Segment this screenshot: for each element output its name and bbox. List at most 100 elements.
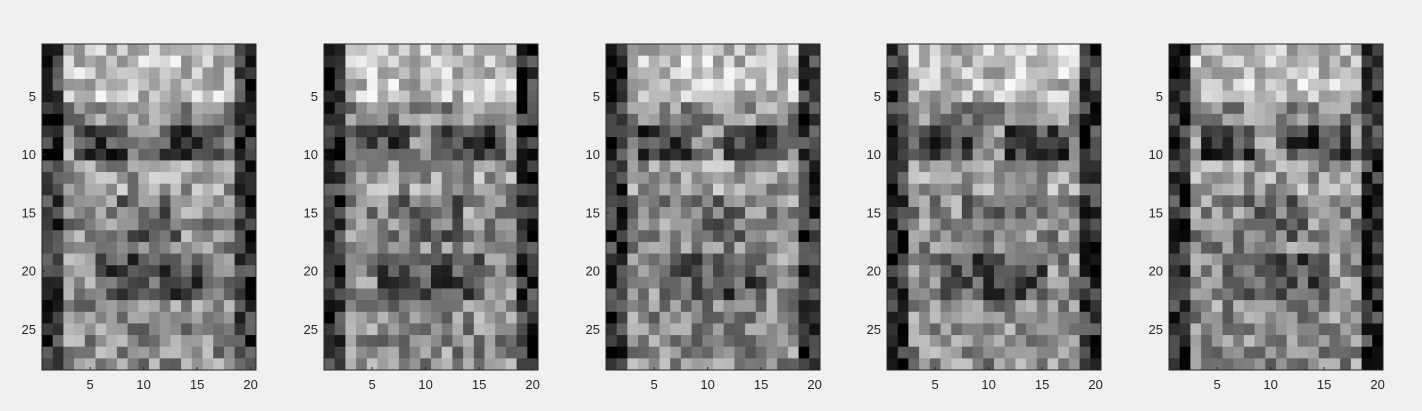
heatmap-cell — [638, 148, 650, 161]
heatmap-cell — [1372, 78, 1384, 91]
heatmap-cell — [1286, 102, 1298, 115]
heatmap-cell — [1372, 323, 1384, 336]
heatmap-cell — [127, 102, 139, 115]
heatmap-cell — [1190, 90, 1202, 103]
heatmap-cell — [398, 276, 410, 289]
heatmap-cell — [1243, 172, 1255, 185]
heatmap-cell — [1297, 265, 1309, 278]
heatmap-cell — [1361, 148, 1373, 161]
heatmap-cell — [234, 137, 246, 150]
heatmap-cell — [1015, 172, 1027, 185]
heatmap-cell — [213, 253, 225, 266]
heatmap-cell — [1350, 183, 1362, 196]
heatmap-cell — [441, 113, 453, 126]
heatmap-cell — [74, 346, 86, 359]
heatmap-cell — [1015, 300, 1027, 313]
heatmap-cell — [777, 230, 789, 243]
heatmap-cell — [159, 265, 171, 278]
heatmap-cell — [1190, 241, 1202, 254]
heatmap-cell — [1068, 78, 1080, 91]
heatmap-cell — [95, 78, 107, 91]
heatmap-cell — [1286, 78, 1298, 91]
heatmap-cell — [691, 300, 703, 313]
heatmap-cell — [961, 160, 973, 173]
heatmap-cell — [994, 358, 1006, 371]
heatmap-cell — [106, 207, 118, 220]
heatmap-cell — [606, 90, 618, 103]
heatmap-cell — [106, 230, 118, 243]
heatmap-cell — [1286, 346, 1298, 359]
heatmap-cell — [63, 113, 75, 126]
heatmap-cell — [1090, 113, 1102, 126]
heatmap-cell — [1361, 218, 1373, 231]
heatmap-cell — [745, 44, 757, 57]
heatmap-cell — [398, 335, 410, 348]
heatmap-cell — [181, 358, 193, 371]
heatmap-cell — [940, 183, 952, 196]
heatmap-cell — [1340, 346, 1352, 359]
heatmap-cell — [431, 137, 443, 150]
heatmap-cell — [1340, 288, 1352, 301]
heatmap-cell — [1372, 230, 1384, 243]
heatmap-cell — [245, 207, 257, 220]
heatmap-cell — [1090, 288, 1102, 301]
heatmap-cell — [1036, 90, 1048, 103]
heatmap-cell — [1233, 241, 1245, 254]
heatmap-cell — [74, 276, 86, 289]
heatmap-cell — [919, 160, 931, 173]
heatmap-cell — [388, 160, 400, 173]
heatmap-cell — [431, 311, 443, 324]
heatmap-cell — [74, 195, 86, 208]
heatmap-cell — [887, 125, 899, 138]
heatmap-cell — [638, 241, 650, 254]
heatmap-cell — [84, 137, 96, 150]
heatmap-cell — [345, 358, 357, 371]
heatmap-cell — [366, 90, 378, 103]
heatmap-cell — [420, 207, 432, 220]
heatmap-cell — [1211, 218, 1223, 231]
heatmap-cell — [1058, 358, 1070, 371]
heatmap-cell — [452, 67, 464, 80]
heatmap-cell — [755, 358, 767, 371]
heatmap-cell — [809, 218, 821, 231]
heatmap-cell — [691, 113, 703, 126]
heatmap-cell — [1201, 207, 1213, 220]
heatmap-cell — [223, 241, 235, 254]
heatmap-cell — [606, 300, 618, 313]
heatmap-cell — [223, 55, 235, 68]
heatmap-cell — [1004, 288, 1016, 301]
heatmap-cell — [616, 335, 628, 348]
heatmap-cell — [1090, 253, 1102, 266]
heatmap-cell — [713, 78, 725, 91]
heatmap-cell — [627, 195, 639, 208]
heatmap-cell — [63, 358, 75, 371]
heatmap-cell — [159, 311, 171, 324]
heatmap-cell — [409, 160, 421, 173]
heatmap-cell — [159, 102, 171, 115]
heatmap-cell — [345, 125, 357, 138]
heatmap-cell — [527, 160, 539, 173]
heatmap-cell — [473, 230, 485, 243]
heatmap-cell — [441, 125, 453, 138]
heatmap-cell — [1308, 207, 1320, 220]
heatmap-cell — [1276, 311, 1288, 324]
heatmap-cell — [1068, 218, 1080, 231]
heatmap-cell — [616, 253, 628, 266]
heatmap-cell — [1297, 55, 1309, 68]
heatmap-cell — [745, 311, 757, 324]
heatmap-cell — [908, 183, 920, 196]
heatmap-cell — [1340, 67, 1352, 80]
heatmap-cell — [1329, 346, 1341, 359]
heatmap-cell — [1068, 67, 1080, 80]
heatmap-cell — [84, 218, 96, 231]
heatmap-cell — [919, 90, 931, 103]
x-tick-label: 15 — [754, 377, 768, 392]
heatmap-cell — [505, 253, 517, 266]
heatmap-cell — [420, 276, 432, 289]
heatmap-cell — [702, 172, 714, 185]
heatmap-cell — [1015, 160, 1027, 173]
heatmap-cell — [1004, 102, 1016, 115]
heatmap-cell — [409, 195, 421, 208]
heatmap-cell — [1190, 113, 1202, 126]
heatmap-cell — [897, 125, 909, 138]
